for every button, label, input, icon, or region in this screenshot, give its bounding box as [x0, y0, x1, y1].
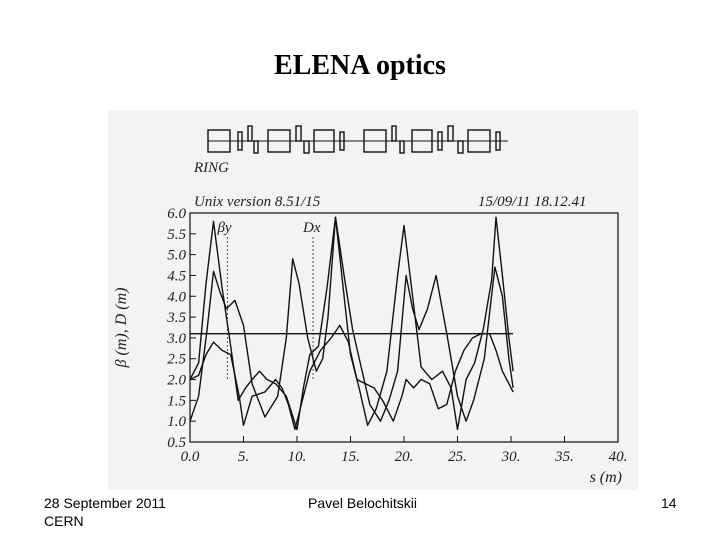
lattice-label: RING: [193, 160, 229, 176]
x-tick-label: 30.: [501, 449, 521, 465]
x-tick-label: 10.: [288, 449, 307, 465]
y-tick-label: 5.0: [167, 248, 186, 264]
y-axis-label: β (m), D (m): [113, 288, 130, 369]
tick-layer: 0.5 1.0 1.5 2.0 2.5 3.0 3.5 4.0 4.5 5.0 5.5 6.0 0.0 5…: [166, 206, 627, 465]
x-tick-label: 15.: [341, 449, 360, 465]
annotation-dx: Dx: [302, 220, 321, 236]
lattice-strip: [207, 125, 508, 154]
x-tick-label: 35.: [554, 449, 574, 465]
y-tick-label: 1.5: [167, 393, 186, 409]
annotation-guides: [226, 237, 314, 380]
x-tick-label: 0.0: [181, 449, 200, 465]
y-tick-label: 3.5: [166, 310, 186, 326]
y-tick-label: 5.5: [167, 227, 186, 243]
x-axis-label: s (m): [590, 469, 622, 486]
annotation-beta-y: βy: [216, 220, 231, 236]
y-tick-label: 1.0: [167, 414, 186, 430]
footer-date: 28 September 2011: [44, 495, 166, 511]
y-tick-label: 4.5: [167, 268, 186, 284]
footer-author: Pavel Belochitskii: [308, 495, 417, 511]
plot-frame: [189, 212, 619, 443]
footer-left: 28 September 2011 CERN: [44, 494, 166, 530]
y-tick-label: 4.0: [167, 289, 186, 305]
x-tick-label: 40.: [609, 449, 628, 465]
y-tick-label: 3.0: [166, 331, 186, 347]
chart-header-right: 15/09/11 18.12.41: [478, 194, 586, 210]
series-line-1: [189, 216, 514, 422]
optics-figure: RING Unix version 8.51/15 15/09/11 18.12…: [108, 110, 638, 490]
series-layer: [189, 216, 514, 431]
x-tick-label: 5.: [238, 449, 249, 465]
optics-chart: RING Unix version 8.51/15 15/09/11 18.12…: [113, 125, 627, 486]
x-tick-label: 25.: [448, 449, 467, 465]
y-tick-label: 0.5: [167, 435, 186, 451]
series-line-2: [189, 216, 514, 431]
footer-org: CERN: [44, 513, 84, 529]
series-line-3: [189, 324, 514, 431]
y-tick-label: 6.0: [167, 206, 186, 222]
chart-header-left: Unix version 8.51/15: [194, 194, 321, 210]
y-tick-label: 2.5: [167, 352, 186, 368]
slide-title: ELENA optics: [274, 50, 446, 81]
x-tick-label: 20.: [395, 449, 414, 465]
y-tick-label: 2.0: [167, 373, 186, 389]
page-number: 14: [661, 495, 677, 511]
